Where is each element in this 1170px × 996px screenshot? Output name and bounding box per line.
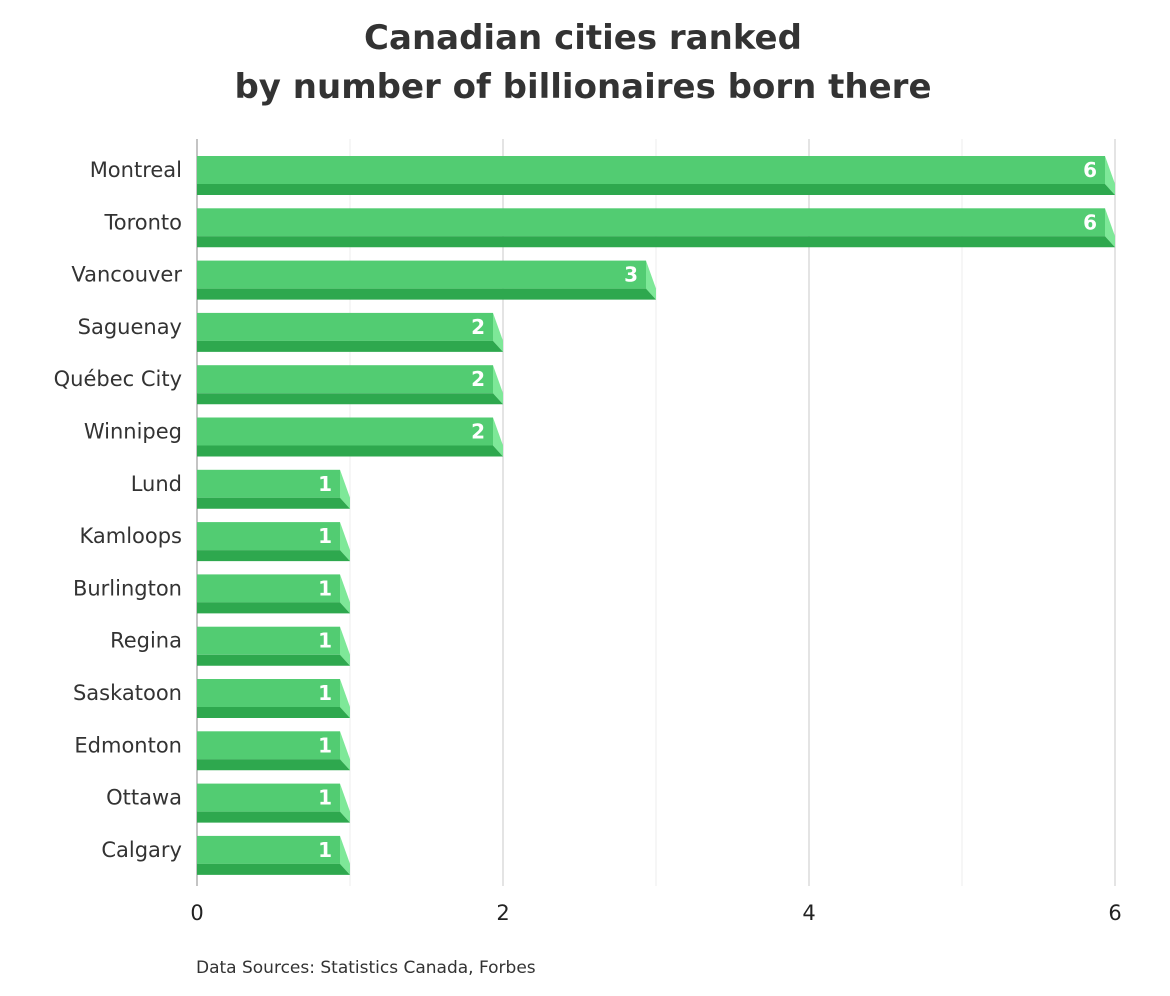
bar-end-cap <box>340 679 350 718</box>
bar-winnipeg: 2 <box>197 417 503 457</box>
bar-end-cap <box>493 417 503 457</box>
bar-kamloops: 1 <box>197 522 350 562</box>
bar-shadow <box>197 863 350 875</box>
bar-end-cap <box>340 835 350 875</box>
gridlines <box>196 139 1116 886</box>
data-label: 6 <box>1083 210 1097 234</box>
bar-shadow <box>197 445 503 457</box>
x-tick-label: 4 <box>802 901 815 925</box>
category-label: Saguenay <box>78 315 182 339</box>
bar-face <box>197 731 340 760</box>
bar-face <box>197 156 1105 184</box>
x-tick-label: 2 <box>496 901 509 925</box>
data-label: 1 <box>318 786 332 810</box>
chart-title-line-1: Canadian cities ranked <box>364 18 802 58</box>
category-label: Ottawa <box>106 786 182 810</box>
bar-face <box>197 312 493 341</box>
data-label: 3 <box>624 263 638 287</box>
bar-toronto: 6 <box>197 208 1115 248</box>
category-label: Saskatoon <box>73 681 182 705</box>
data-label: 1 <box>318 576 332 600</box>
bar-shadow <box>197 602 350 614</box>
bar-shadow <box>197 811 350 823</box>
bar-montreal: 6 <box>197 156 1115 195</box>
data-label: 1 <box>318 629 332 653</box>
bar-shadow <box>197 759 350 771</box>
x-tick-label: 0 <box>190 901 203 925</box>
bar-saguenay: 2 <box>197 312 503 352</box>
bar-end-cap <box>340 626 350 666</box>
bar-burlington: 1 <box>197 574 350 614</box>
bar-calgary: 1 <box>197 835 350 875</box>
bar-end-cap <box>1105 208 1115 248</box>
bar-end-cap <box>340 574 350 614</box>
category-label: Lund <box>131 472 182 496</box>
source-note: Data Sources: Statistics Canada, Forbes <box>196 958 536 978</box>
bar-shadow <box>197 550 350 562</box>
bar-face <box>197 783 340 812</box>
bar-shadow <box>197 236 1115 248</box>
category-label: Toronto <box>103 210 182 234</box>
x-axis-ticks: 0 2 4 6 <box>190 901 1121 925</box>
bar-face <box>197 260 646 289</box>
category-labels: Montreal Toronto Vancouver Saguenay Québec C… <box>54 158 183 862</box>
bar-face <box>197 626 340 655</box>
chart-title-line-2: by number of billionaires born there <box>234 67 932 107</box>
category-label: Edmonton <box>74 733 182 757</box>
data-label: 2 <box>471 420 485 444</box>
data-label: 2 <box>471 315 485 339</box>
data-label: 2 <box>471 367 485 391</box>
data-label: 1 <box>318 733 332 757</box>
chart-title: Canadian cities ranked by number of bill… <box>0 14 1166 112</box>
bar-face <box>197 522 340 551</box>
category-label: Montreal <box>90 158 182 182</box>
bar-shadow <box>197 184 1115 195</box>
x-tick-label: 6 <box>1108 901 1121 925</box>
category-label: Kamloops <box>79 524 182 548</box>
category-label: Burlington <box>73 576 182 600</box>
category-label: Québec City <box>54 367 182 391</box>
bar-shadow <box>197 288 656 300</box>
category-label: Calgary <box>101 838 182 862</box>
bar-shadow <box>197 654 350 666</box>
bar-ottawa: 1 <box>197 783 350 823</box>
bar-end-cap <box>646 260 656 300</box>
data-label: 1 <box>318 838 332 862</box>
bar-vancouver: 3 <box>197 260 656 300</box>
bar-end-cap <box>340 731 350 771</box>
bar-end-cap <box>340 522 350 562</box>
category-label: Regina <box>110 629 182 653</box>
bar-shadow <box>197 340 503 352</box>
bar-face <box>197 365 493 394</box>
bar-lund: 1 <box>197 469 350 509</box>
bar-end-cap <box>493 312 503 352</box>
data-label: 1 <box>318 524 332 548</box>
data-label: 1 <box>318 472 332 496</box>
bar-end-cap <box>340 783 350 823</box>
category-label: Vancouver <box>71 263 182 287</box>
bar-shadow <box>197 393 503 405</box>
bar-face <box>197 469 340 498</box>
bar-regina: 1 <box>197 626 350 666</box>
bar-face <box>197 679 340 707</box>
data-label: 6 <box>1083 158 1097 182</box>
bar-end-cap <box>340 469 350 509</box>
bar-end-cap <box>493 365 503 405</box>
bar-saskatoon: 1 <box>197 679 350 718</box>
bar-quebec-city: 2 <box>197 365 503 405</box>
category-label: Winnipeg <box>84 420 182 444</box>
bar-face <box>197 835 340 864</box>
bar-face <box>197 417 493 446</box>
bar-edmonton: 1 <box>197 731 350 771</box>
data-label: 1 <box>318 681 332 705</box>
bar-end-cap <box>1105 156 1115 195</box>
bar-shadow <box>197 707 350 718</box>
bars: 6 6 3 2 2 2 1 1 1 1 1 1 1 1 <box>197 156 1115 875</box>
bar-shadow <box>197 497 350 509</box>
bar-face <box>197 574 340 603</box>
bar-face <box>197 208 1105 237</box>
